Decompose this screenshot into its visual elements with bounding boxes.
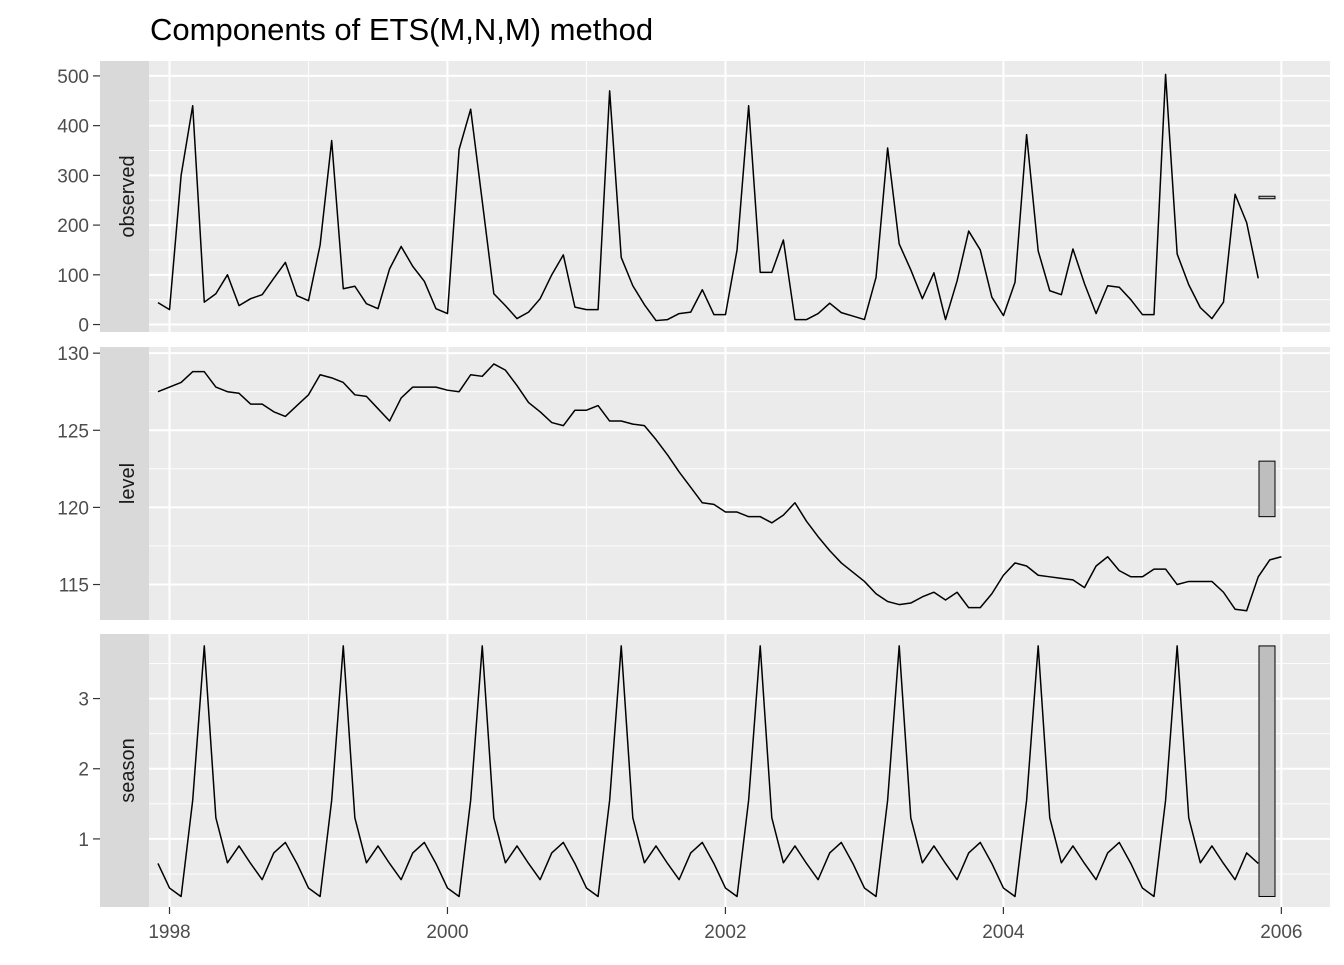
series-line-level (157, 363, 1282, 612)
panel-season: season 1 2 3 (78, 634, 1330, 907)
y-tick-label: 500 (57, 67, 89, 88)
range-bar-observed (1258, 195, 1276, 200)
y-tick-label: 130 (57, 344, 89, 365)
x-tick-label: 1998 (148, 922, 190, 943)
y-tick-label: 115 (59, 576, 89, 597)
panel-background (100, 634, 1330, 907)
strip-background (100, 61, 149, 332)
series-line-observed (157, 73, 1259, 322)
range-bar-season (1258, 645, 1276, 897)
y-tick-label: 200 (57, 216, 89, 237)
panel-background (100, 61, 1330, 332)
strip-label-season: season (117, 738, 139, 803)
y-tick-label: 3 (78, 690, 89, 711)
y-tick-label: 300 (57, 166, 89, 187)
x-axis: 1998 2000 2002 2004 2006 (148, 907, 1302, 943)
panel-observed: observed 0 100 200 300 400 500 (57, 61, 1330, 337)
y-tick-label: 1 (78, 830, 89, 851)
y-tick-label: 125 (57, 421, 89, 442)
x-tick-label: 2000 (426, 922, 468, 943)
y-tick-label: 120 (57, 498, 89, 519)
x-tick-label: 2002 (704, 922, 746, 943)
y-tick-label: 0 (78, 316, 89, 337)
chart-title: Components of ETS(M,N,M) method (150, 12, 653, 47)
strip-label-level: level (117, 463, 139, 504)
y-tick-label: 100 (57, 266, 89, 287)
y-tick-label: 400 (57, 117, 89, 138)
y-tick-label: 2 (78, 760, 89, 781)
panel-level: level 115 120 125 130 (57, 344, 1330, 620)
range-bar-level (1258, 460, 1276, 518)
strip-background (100, 347, 149, 620)
strip-label-observed: observed (117, 155, 139, 237)
series-line-season (157, 645, 1259, 898)
x-tick-label: 2006 (1260, 922, 1302, 943)
x-tick-label: 2004 (982, 922, 1025, 943)
panel-background (100, 347, 1330, 620)
strip-background (100, 634, 149, 907)
panels-layer: observed0100200300400500level11512012513… (57, 61, 1330, 907)
